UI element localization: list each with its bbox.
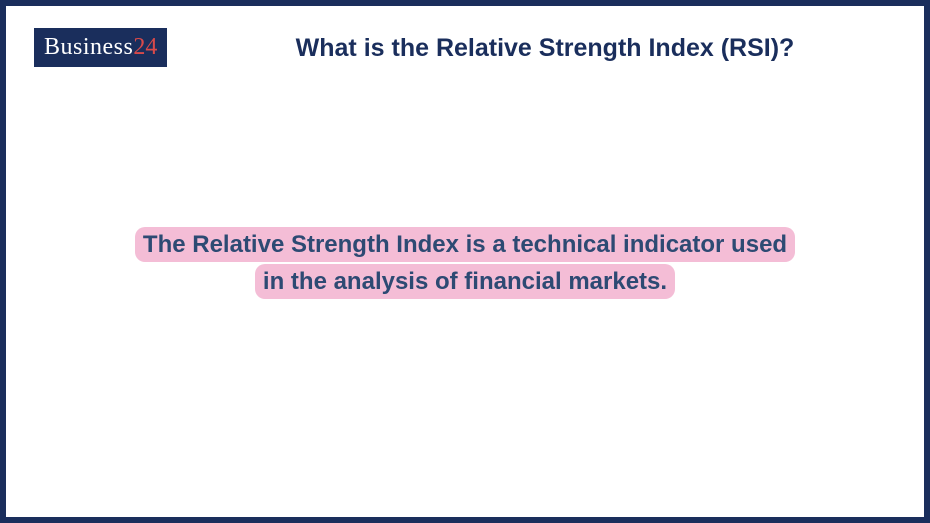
body-container: The Relative Strength Index is a technic… bbox=[6, 226, 924, 300]
body-text: The Relative Strength Index is a technic… bbox=[135, 227, 795, 299]
slide-title: What is the Relative Strength Index (RSI… bbox=[6, 34, 924, 63]
slide-frame: Business 24 What is the Relative Strengt… bbox=[0, 0, 930, 523]
